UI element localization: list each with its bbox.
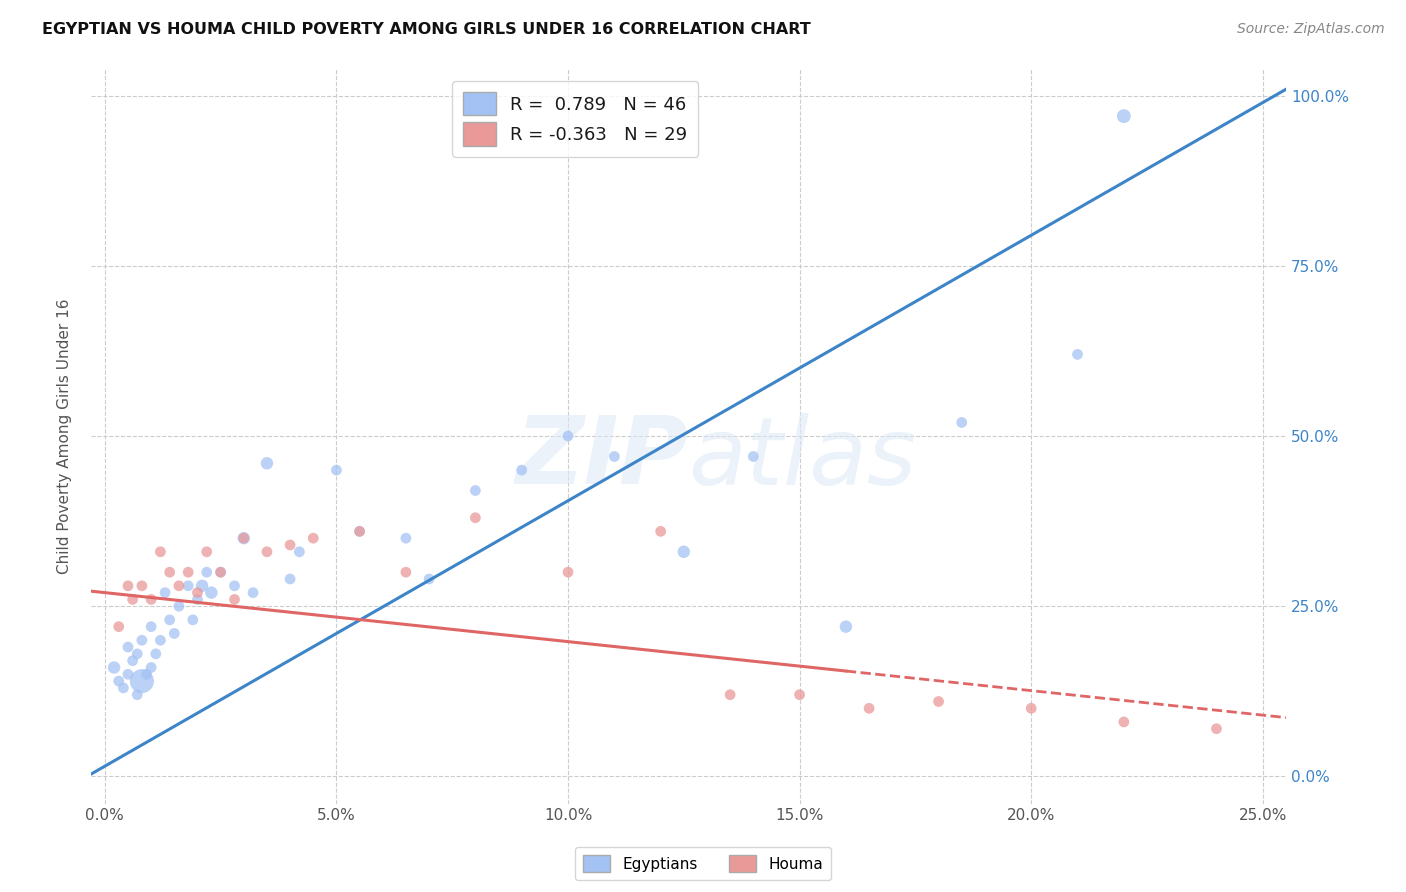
Point (1112, 109, 1135, 123)
Point (139, 620, 162, 634)
Point (103, 660, 125, 674)
Text: atlas: atlas (689, 413, 917, 504)
Point (288, 545, 311, 559)
Point (1112, 714, 1135, 729)
Point (139, 660, 162, 674)
Point (121, 654, 143, 668)
Point (557, 429, 579, 443)
Point (159, 613, 181, 627)
Point (278, 572, 301, 586)
Point (464, 483, 486, 498)
Point (418, 572, 440, 586)
Point (121, 592, 143, 607)
Point (149, 633, 172, 648)
Point (117, 579, 139, 593)
Point (163, 626, 186, 640)
Point (131, 674, 153, 689)
Point (127, 647, 149, 661)
Point (159, 565, 181, 579)
Point (278, 538, 301, 552)
Point (195, 565, 218, 579)
Point (302, 531, 325, 545)
Point (1019, 701, 1042, 715)
Text: EGYPTIAN VS HOUMA CHILD POVERTY AMONG GIRLS UNDER 16 CORRELATION CHART: EGYPTIAN VS HOUMA CHILD POVERTY AMONG GI… (42, 22, 811, 37)
Point (232, 531, 254, 545)
Point (186, 585, 208, 599)
Point (232, 531, 254, 545)
Point (107, 674, 129, 689)
Point (139, 592, 162, 607)
Point (107, 620, 129, 634)
Point (224, 579, 246, 593)
Point (112, 681, 135, 695)
Point (742, 450, 765, 464)
Point (718, 688, 741, 702)
Point (650, 524, 672, 539)
Point (224, 592, 246, 607)
Point (167, 579, 190, 593)
Point (789, 688, 811, 702)
Point (177, 565, 200, 579)
Y-axis label: Child Poverty Among Girls Under 16: Child Poverty Among Girls Under 16 (58, 298, 72, 574)
Point (117, 640, 139, 654)
Point (131, 579, 153, 593)
Point (672, 545, 695, 559)
Point (135, 667, 157, 681)
Point (349, 524, 371, 539)
Point (242, 585, 264, 599)
Point (1205, 722, 1227, 736)
Point (209, 565, 232, 579)
Legend: R =  0.789   N = 46, R = -0.363   N = 29: R = 0.789 N = 46, R = -0.363 N = 29 (453, 81, 699, 156)
Point (256, 456, 278, 470)
Point (191, 579, 214, 593)
Point (395, 565, 418, 579)
Point (186, 592, 208, 607)
Point (325, 463, 347, 477)
Point (256, 545, 278, 559)
Point (557, 565, 579, 579)
Point (349, 524, 371, 539)
Point (928, 694, 950, 708)
Point (181, 613, 204, 627)
Text: ZIP: ZIP (516, 412, 689, 504)
Point (153, 585, 176, 599)
Text: Source: ZipAtlas.com: Source: ZipAtlas.com (1237, 22, 1385, 37)
Point (145, 647, 167, 661)
Point (950, 416, 973, 430)
Point (510, 463, 533, 477)
Point (603, 450, 626, 464)
Point (858, 701, 880, 715)
Point (209, 565, 232, 579)
Legend: Egyptians, Houma: Egyptians, Houma (575, 847, 831, 880)
Point (395, 531, 418, 545)
Point (167, 599, 190, 614)
Point (117, 667, 139, 681)
Point (127, 688, 149, 702)
Point (835, 620, 858, 634)
Point (200, 585, 222, 599)
Point (195, 545, 218, 559)
Point (149, 545, 172, 559)
Point (464, 510, 486, 524)
Point (1066, 347, 1088, 361)
Point (131, 633, 153, 648)
Point (177, 579, 200, 593)
